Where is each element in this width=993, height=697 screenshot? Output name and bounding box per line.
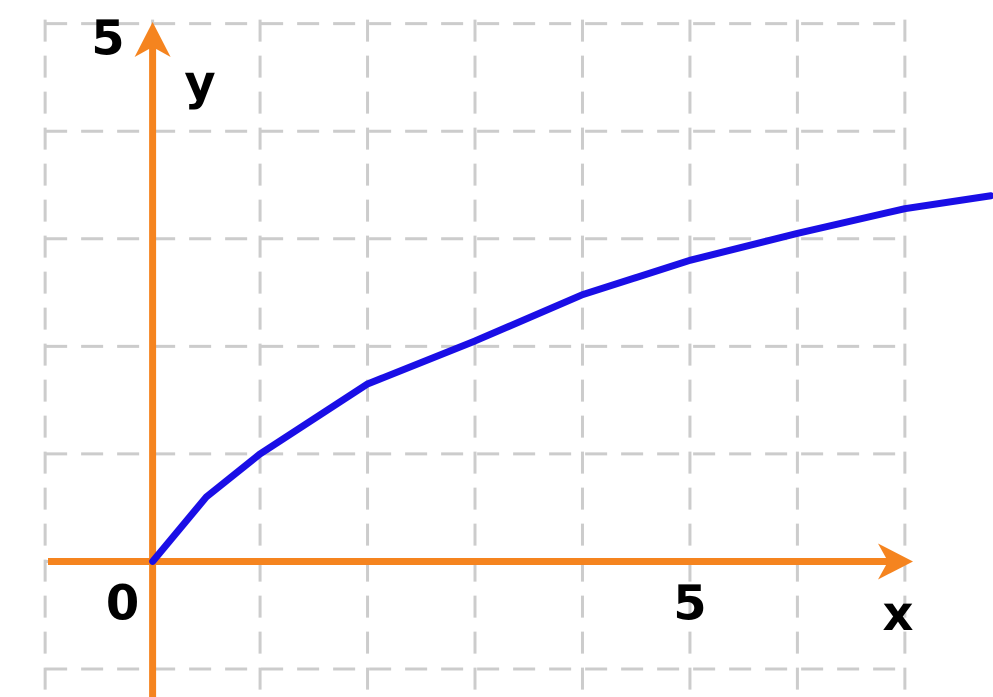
axes: 0 5 5 [48,11,913,697]
x-axis-label: x [883,586,914,642]
grid [43,19,907,697]
x-tick-label: 5 [673,575,706,631]
x-tick-label: 0 [106,575,139,631]
x-axis-arrow [878,543,913,580]
curve [149,192,993,565]
y-axis-label: y [184,55,215,111]
y-axis-arrow [134,22,171,57]
plot [149,192,993,565]
y-tick-label: 5 [91,11,124,67]
